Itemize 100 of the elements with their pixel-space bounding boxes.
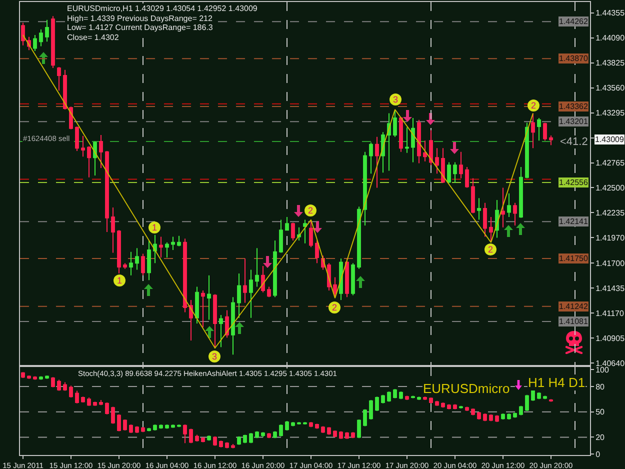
candlestick xyxy=(543,122,547,142)
annotation: <41.2 xyxy=(560,136,588,148)
annotation: 2 xyxy=(530,100,536,110)
candlestick xyxy=(477,198,481,220)
candlestick xyxy=(57,379,61,392)
candlestick xyxy=(363,408,367,427)
candlestick xyxy=(405,126,409,154)
candlestick xyxy=(243,434,247,444)
candlestick xyxy=(261,432,265,438)
candlestick xyxy=(201,436,205,443)
candlestick xyxy=(123,418,127,431)
candlestick xyxy=(447,162,451,184)
candlestick xyxy=(39,28,43,47)
candlestick xyxy=(195,286,199,324)
candlestick xyxy=(117,414,121,432)
candlestick xyxy=(429,396,433,404)
candlestick xyxy=(273,240,277,298)
candlestick xyxy=(39,376,43,380)
candlestick xyxy=(291,422,295,427)
y-tick-label: 1.43825 xyxy=(596,58,625,68)
candlestick xyxy=(57,66,61,92)
candlestick xyxy=(195,434,199,442)
candlestick xyxy=(489,216,493,243)
annotation: 3 xyxy=(212,352,218,362)
candlestick xyxy=(135,426,139,434)
candlestick xyxy=(357,418,361,439)
candlestick xyxy=(81,396,85,404)
candlestick xyxy=(51,376,55,388)
candlestick xyxy=(309,422,313,428)
candlestick xyxy=(87,396,91,406)
ref-line-label: 1.41750 xyxy=(559,254,588,263)
candlestick xyxy=(369,142,373,174)
annotation: High= 1.4339 Previous DaysRange= 212 xyxy=(67,14,213,23)
candlestick xyxy=(513,202,517,226)
candlestick xyxy=(531,112,535,149)
candlestick xyxy=(117,230,121,274)
candlestick xyxy=(225,442,229,449)
y-tick-label: 1.42500 xyxy=(596,184,625,193)
candlestick xyxy=(33,34,37,52)
candlestick xyxy=(183,238,187,313)
candlestick xyxy=(303,219,307,244)
candlestick xyxy=(525,122,529,179)
candlestick xyxy=(147,427,151,432)
candlestick xyxy=(93,141,97,176)
candlestick xyxy=(105,402,109,415)
ref-line-label: 1.43201 xyxy=(559,117,588,126)
annotation: H1 H4 D1 xyxy=(528,375,586,390)
candlestick xyxy=(153,424,157,431)
candlestick xyxy=(75,390,79,404)
annotation: Close= 1.4302 xyxy=(67,33,120,42)
candlestick xyxy=(453,162,457,184)
candlestick xyxy=(27,374,31,380)
candlestick xyxy=(315,423,319,430)
candlestick xyxy=(417,119,421,164)
annotation: 2 xyxy=(332,302,338,312)
candlestick xyxy=(369,400,373,420)
annotation: 2 xyxy=(488,244,494,254)
candlestick xyxy=(129,251,133,276)
candlestick xyxy=(189,428,193,444)
candlestick xyxy=(267,432,271,439)
candlestick xyxy=(99,134,103,168)
text: 1.43009 xyxy=(595,135,624,144)
annotation: EURUSDmicro xyxy=(423,381,510,396)
candlestick xyxy=(393,108,397,138)
candlestick xyxy=(309,219,313,248)
y-tick-label: 1.41170 xyxy=(596,308,624,318)
candlestick xyxy=(519,405,523,416)
candlestick xyxy=(321,426,325,434)
candlestick xyxy=(267,286,271,298)
candlestick xyxy=(363,151,367,226)
candlestick xyxy=(507,413,511,420)
y-tick-label: 1.43560 xyxy=(596,84,625,93)
ref-line-label: 1.43870 xyxy=(559,54,588,63)
ref-line-label: 1.42141 xyxy=(559,217,588,226)
candlestick xyxy=(255,248,259,288)
candlestick xyxy=(339,258,343,300)
ref-line-label: 1.41242 xyxy=(559,302,588,311)
candlestick xyxy=(411,395,415,399)
candlestick xyxy=(213,436,217,446)
candlestick xyxy=(465,166,469,188)
candlestick xyxy=(525,394,529,412)
y-tick-label: 1.41700 xyxy=(596,258,625,268)
candlestick xyxy=(465,406,469,412)
candlestick xyxy=(387,391,391,402)
candlestick xyxy=(399,116,403,152)
candlestick xyxy=(423,140,427,162)
candlestick xyxy=(231,296,235,356)
ref-line-label: 1.43362 xyxy=(559,102,588,111)
candlestick xyxy=(327,426,331,436)
candlestick xyxy=(549,135,553,146)
candlestick xyxy=(453,404,457,410)
candlestick xyxy=(501,187,505,228)
candlestick xyxy=(375,396,379,412)
y-tick-label: 1.41435 xyxy=(596,284,625,293)
annotation: 1 xyxy=(116,276,122,286)
ref-line-label: 1.42556 xyxy=(559,178,588,187)
candlestick xyxy=(339,430,343,440)
candlestick xyxy=(165,424,169,430)
candlestick xyxy=(69,106,73,130)
candlestick xyxy=(45,19,49,42)
